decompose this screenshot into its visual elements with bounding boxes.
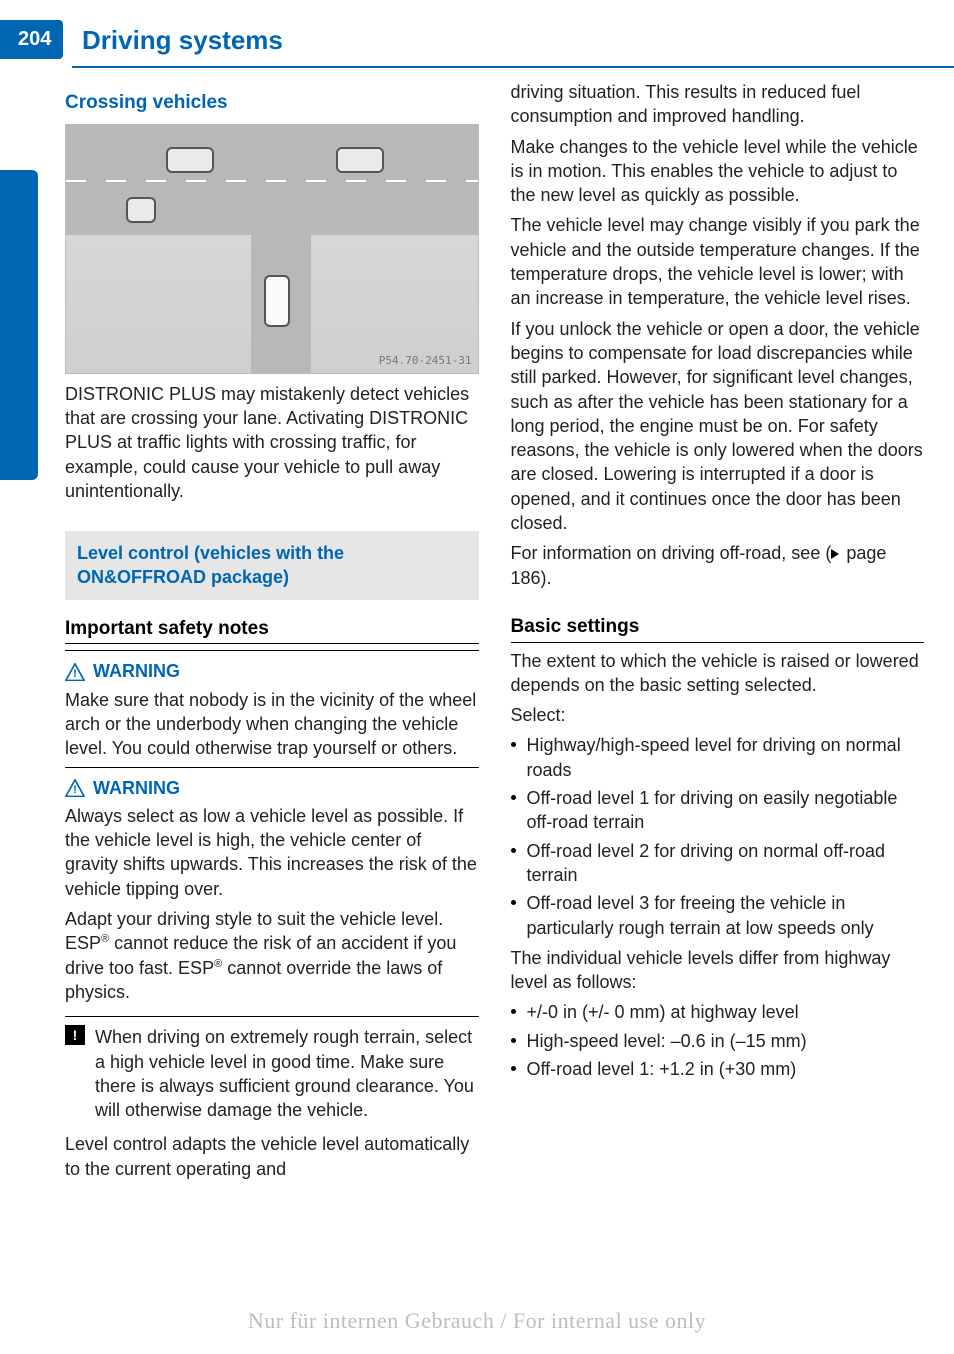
warning-1-label: WARNING <box>93 659 180 683</box>
select-label: Select: <box>511 703 925 727</box>
content-columns: Crossing vehicles P54.70-2451-31 DISTRON… <box>65 80 924 1284</box>
warning-1-text: Make sure that nobody is in the vicinity… <box>65 688 479 761</box>
rc-p2: Make changes to the vehicle level while … <box>511 135 925 208</box>
rc-p4: If you unlock the vehicle or open a door… <box>511 317 925 536</box>
crossing-vehicles-figure: P54.70-2451-31 <box>65 124 479 374</box>
figure-own-vehicle <box>264 275 290 327</box>
crossing-paragraph: DISTRONIC PLUS may mistakenly detect veh… <box>65 382 479 503</box>
figure-lane-line <box>66 180 478 182</box>
list-item: Off-road level 1: +1.2 in (+30 mm) <box>511 1057 925 1081</box>
select-list: Highway/high-speed level for driving on … <box>511 733 925 939</box>
rc-p3: The vehicle level may change visibly if … <box>511 213 925 310</box>
footer-watermark: Nur für internen Gebrauch / For internal… <box>0 1306 954 1336</box>
page-number-tab: 204 <box>0 20 63 59</box>
xref-triangle-icon <box>831 549 839 559</box>
side-tab-label: Driving and parking <box>6 263 36 470</box>
warning-2-label: WARNING <box>93 776 180 800</box>
figure-car-1 <box>166 147 214 173</box>
warning-triangle-icon: ! <box>65 779 85 797</box>
basic-intro: The extent to which the vehicle is raise… <box>511 649 925 698</box>
list-item: +/-0 in (+/- 0 mm) at highway level <box>511 1000 925 1024</box>
warning-1-header: ! WARNING <box>65 650 479 683</box>
graybox-line2: ON&OFFROAD package) <box>77 565 467 589</box>
svg-text:!: ! <box>73 668 77 680</box>
list-item: Off-road level 2 for driving on normal o… <box>511 839 925 888</box>
right-column: driving situation. This results in reduc… <box>511 80 925 1284</box>
warning-2-p2: Adapt your driving style to suit the veh… <box>65 907 479 1004</box>
figure-road-vertical <box>251 125 311 373</box>
figure-car-2 <box>336 147 384 173</box>
warning-2-p1: Always select as low a vehicle level as … <box>65 804 479 901</box>
reg-mark-2: ® <box>214 958 222 970</box>
caution-note-row: ! When driving on extremely rough terrai… <box>65 1016 479 1122</box>
level-control-section-box: Level control (vehicles with the ON&OFFR… <box>65 531 479 600</box>
rc-p1: driving situation. This results in reduc… <box>511 80 925 129</box>
rc-p5-a: For information on driving off-road, see… <box>511 543 832 563</box>
crossing-vehicles-heading: Crossing vehicles <box>65 90 479 116</box>
exclamation-box-icon: ! <box>65 1025 85 1045</box>
figure-car-3 <box>126 197 156 223</box>
rc-p5: For information on driving off-road, see… <box>511 541 925 590</box>
list-item: Off-road level 1 for driving on easily n… <box>511 786 925 835</box>
warning-triangle-icon: ! <box>65 663 85 681</box>
graybox-line1: Level control (vehicles with the <box>77 543 344 563</box>
basic-settings-heading: Basic settings <box>511 614 925 643</box>
figure-caption: P54.70-2451-31 <box>379 354 472 369</box>
list-item: Off-road level 3 for freeing the vehicle… <box>511 891 925 940</box>
diff-intro: The individual vehicle levels differ fro… <box>511 946 925 995</box>
tail-paragraph: Level control adapts the vehicle level a… <box>65 1132 479 1181</box>
diff-list: +/-0 in (+/- 0 mm) at highway level High… <box>511 1000 925 1081</box>
section-header: Driving systems <box>72 20 954 68</box>
svg-text:!: ! <box>73 784 77 796</box>
left-column: Crossing vehicles P54.70-2451-31 DISTRON… <box>65 80 479 1284</box>
warning-2-header: ! WARNING <box>65 767 479 800</box>
reg-mark-1: ® <box>101 933 109 945</box>
list-item: High-speed level: –0.6 in (–15 mm) <box>511 1029 925 1053</box>
caution-note-text: When driving on extremely rough terrain,… <box>95 1025 479 1122</box>
safety-notes-heading: Important safety notes <box>65 616 479 645</box>
list-item: Highway/high-speed level for driving on … <box>511 733 925 782</box>
